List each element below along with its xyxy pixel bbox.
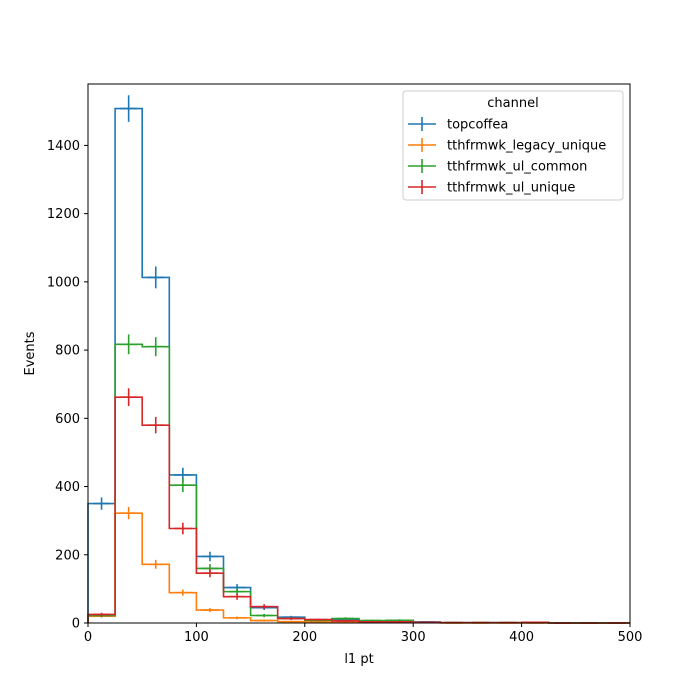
y-tick-label: 1000: [47, 275, 80, 290]
data-point: [201, 551, 219, 562]
data-point: [282, 617, 300, 620]
data-point: [228, 593, 246, 600]
data-point: [255, 604, 273, 610]
x-axis-label: l1 pt: [344, 652, 373, 667]
data-point: [364, 621, 382, 623]
data-point: [201, 569, 219, 578]
data-point: [174, 522, 192, 535]
data-point: [120, 95, 138, 122]
data-point: [391, 621, 409, 623]
legend: channel topcoffeatthfrmwk_legacy_uniquet…: [402, 90, 624, 201]
legend-label: tthfrmwk_ul_common: [447, 160, 587, 175]
data-point: [336, 620, 354, 622]
y-tick-label: 1400: [47, 139, 80, 154]
data-point: [93, 497, 111, 510]
legend-item: tthfrmwk_ul_common: [408, 159, 587, 175]
legend-label: tthfrmwk_ul_unique: [447, 181, 575, 196]
data-point: [309, 621, 327, 623]
y-tick-label: 0: [72, 617, 80, 632]
legend-item: topcoffea: [408, 117, 508, 133]
y-tick-label: 1200: [47, 207, 80, 222]
data-point: [255, 619, 273, 622]
data-point: [147, 337, 165, 357]
data-point: [201, 607, 219, 613]
y-tick-label: 400: [55, 480, 80, 495]
data-point: [120, 388, 138, 407]
data-point: [391, 619, 409, 622]
data-point: [255, 613, 273, 618]
legend-item: tthfrmwk_ul_unique: [408, 180, 575, 196]
legend-items: topcoffea tthfrmwk_legacy_unique tthfrmwk_…: [408, 117, 606, 196]
x-axis: 0 100 200 300 400 500: [84, 623, 643, 645]
x-tick-label: 400: [509, 630, 534, 645]
legend-label: topcoffea: [447, 118, 508, 133]
y-tick-label: 800: [55, 344, 80, 359]
legend-box: [402, 90, 624, 201]
x-tick-label: 500: [618, 630, 643, 645]
data-point: [282, 620, 300, 623]
legend-title: channel: [487, 96, 538, 111]
data-point: [93, 612, 111, 617]
y-axis: 0 200 400 600 800 1000 1200 1400: [47, 139, 88, 632]
axes-frame: [87, 83, 631, 624]
x-tick-label: 300: [401, 630, 426, 645]
data-point: [228, 616, 246, 620]
data-point: [174, 589, 192, 596]
data-point: [147, 266, 165, 289]
data-point: [174, 478, 192, 493]
legend-item: tthfrmwk_legacy_unique: [408, 138, 606, 154]
data-point: [147, 416, 165, 434]
x-tick-label: 100: [184, 630, 209, 645]
data-point: [309, 618, 327, 621]
data-point: [147, 559, 165, 569]
data-point: [120, 334, 138, 355]
x-tick-label: 200: [292, 630, 317, 645]
legend-label: tthfrmwk_legacy_unique: [447, 139, 606, 154]
y-tick-label: 200: [55, 548, 80, 563]
y-axis-label: Events: [23, 331, 38, 375]
data-point: [336, 617, 354, 620]
y-tick-label: 600: [55, 412, 80, 427]
x-tick-label: 0: [84, 630, 92, 645]
data-point: [120, 507, 138, 520]
